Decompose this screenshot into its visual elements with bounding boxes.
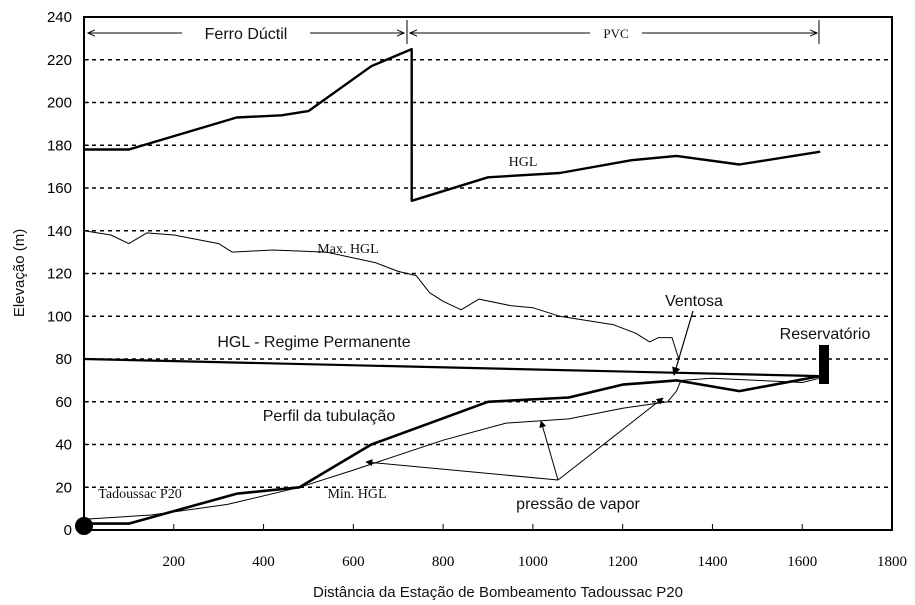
tadoussac-label: Tadoussac P20: [98, 487, 181, 502]
y-tick-label: 80: [55, 351, 72, 368]
x-tick-label: 600: [342, 554, 365, 570]
ferro-ductil-label: Ferro Dúctil: [205, 26, 288, 43]
x-tick-label: 1200: [608, 554, 638, 570]
y-tick-label: 120: [47, 266, 72, 283]
y-tick-label: 180: [47, 137, 72, 154]
y-tick-label: 40: [55, 437, 72, 454]
y-tick-label: 220: [47, 52, 72, 69]
regime-label: HGL - Regime Permanente: [217, 334, 410, 351]
x-tick-label: 1400: [697, 554, 727, 570]
ventosa-arrow: [672, 310, 694, 376]
pump-station-marker: [75, 517, 93, 535]
x-tick-label: 200: [163, 554, 186, 570]
vapor-label: pressão de vapor: [516, 496, 640, 513]
max-hgl-label: Max. HGL: [317, 242, 378, 257]
reservatorio-label: Reservatório: [780, 326, 871, 343]
y-axis-label: Elevação (m): [11, 229, 28, 317]
ventosa-label: Ventosa: [665, 293, 723, 310]
vapor-arrow-3: [557, 397, 664, 481]
y-tick-label: 60: [55, 394, 72, 411]
y-tick-label: 140: [47, 223, 72, 240]
series-hgl-regime-permanente: [83, 357, 821, 378]
x-tick-label: 1800: [877, 554, 907, 570]
tick-labels: 0 20 40 60 80 100 120 140 160 180 200 220 240 200 400 6…: [47, 9, 907, 570]
y-tick-label: 20: [55, 479, 72, 496]
x-tick-label: 1600: [787, 554, 817, 570]
x-tick-label: 1000: [518, 554, 548, 570]
vapor-arrow-2: [539, 420, 559, 481]
series-layer: [83, 47, 821, 525]
series-hgl: [84, 47, 821, 203]
hgl-label: HGL: [509, 155, 538, 170]
y-tick-label: 100: [47, 308, 72, 325]
y-tick-label: 200: [47, 95, 72, 112]
vapor-arrow-1: [365, 459, 559, 481]
series-perfil-da-tubula-o: [84, 374, 821, 525]
y-tick-label: 0: [64, 522, 72, 539]
series-max-hgl: [83, 230, 680, 360]
reservoir-symbol: [819, 345, 829, 384]
x-tick-label: 800: [432, 554, 455, 570]
x-tick-label: 400: [252, 554, 275, 570]
y-tick-label: 160: [47, 180, 72, 197]
series-min-hgl: [83, 377, 821, 520]
pvc-label: PVC: [603, 26, 628, 41]
perfil-label: Perfil da tubulação: [263, 408, 396, 425]
x-axis-label: Distância da Estação de Bombeamento Tado…: [313, 584, 683, 601]
y-tick-label: 240: [47, 9, 72, 26]
grid-lines: [84, 58, 892, 489]
min-hgl-label: Min. HGL: [327, 487, 386, 502]
